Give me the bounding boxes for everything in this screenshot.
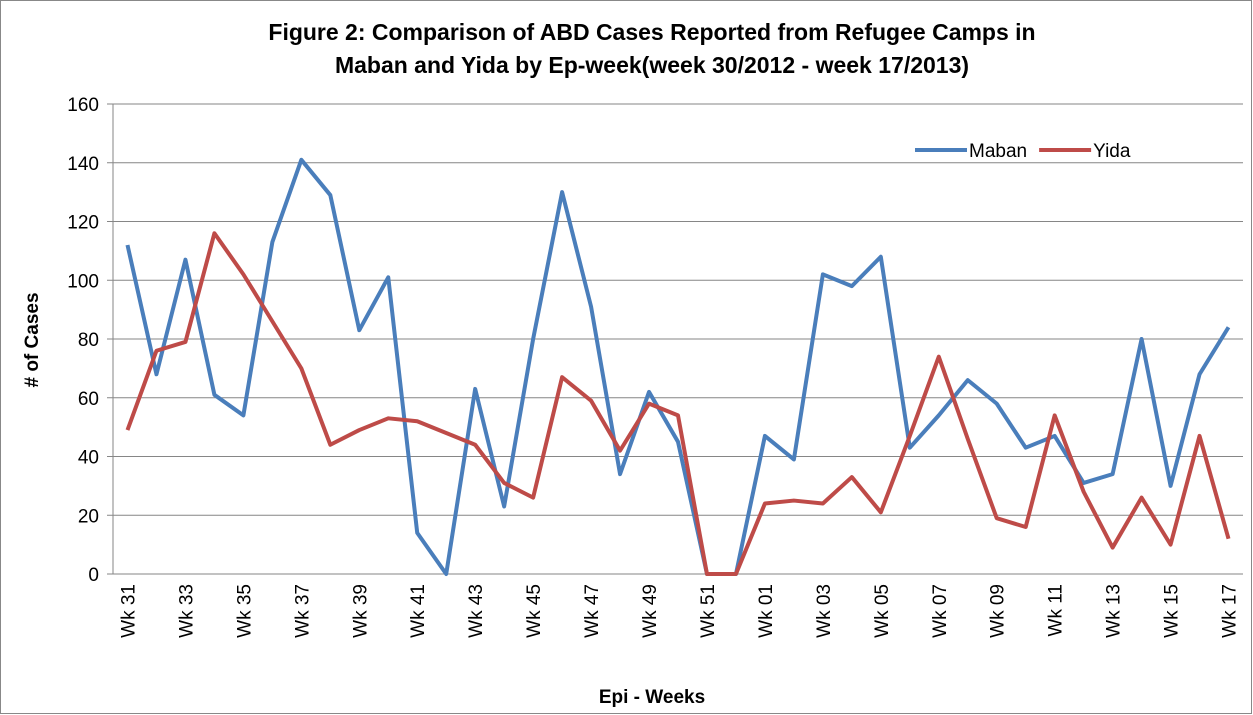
x-axis-title: Epi - Weeks xyxy=(599,687,705,708)
y-tick-label: 20 xyxy=(78,506,99,527)
x-tick-label: Wk 35 xyxy=(234,584,255,638)
x-tick-label: Wk 47 xyxy=(582,584,603,638)
x-tick-label: Wk 15 xyxy=(1162,584,1183,638)
x-tick-label: Wk 45 xyxy=(524,584,545,638)
y-tick-label: 60 xyxy=(78,389,99,410)
x-tick-label: Wk 39 xyxy=(350,584,371,638)
x-tick-label: Wk 03 xyxy=(814,584,835,638)
legend-label: Yida xyxy=(1093,141,1131,162)
legend-label: Maban xyxy=(969,141,1027,162)
x-tick-label: Wk 07 xyxy=(930,584,951,638)
series-line xyxy=(125,157,1231,576)
x-tick-label: Wk 05 xyxy=(872,584,893,638)
y-tick-label: 160 xyxy=(67,95,99,116)
x-tick-label: Wk 13 xyxy=(1104,584,1125,638)
y-tick-label: 40 xyxy=(78,448,99,469)
x-tick-label: Wk 31 xyxy=(118,584,139,638)
x-tick-label: Wk 09 xyxy=(988,584,1009,638)
y-tick-label: 100 xyxy=(67,271,99,292)
y-tick-label: 80 xyxy=(78,330,99,351)
x-tick-label: Wk 43 xyxy=(466,584,487,638)
y-tick-label: 0 xyxy=(88,565,99,586)
x-tick-label: Wk 37 xyxy=(292,584,313,638)
x-tick-label: Wk 33 xyxy=(176,584,197,638)
x-tick-label: Wk 01 xyxy=(756,584,777,638)
x-tick-label: Wk 41 xyxy=(408,584,429,638)
chart-title: Figure 2: Comparison of ABD Cases Report… xyxy=(268,19,1035,45)
series-line xyxy=(125,231,1231,576)
x-tick-label: Wk 49 xyxy=(640,584,661,638)
x-tick-label: Wk 17 xyxy=(1220,584,1241,638)
y-tick-label: 120 xyxy=(67,213,99,234)
y-axis-title: # of Cases xyxy=(22,292,43,387)
chart-title: Maban and Yida by Ep-week(week 30/2012 -… xyxy=(335,52,969,78)
x-tick-label: Wk 11 xyxy=(1046,584,1067,636)
x-tick-label: Wk 51 xyxy=(698,584,719,638)
y-tick-label: 140 xyxy=(67,154,99,175)
